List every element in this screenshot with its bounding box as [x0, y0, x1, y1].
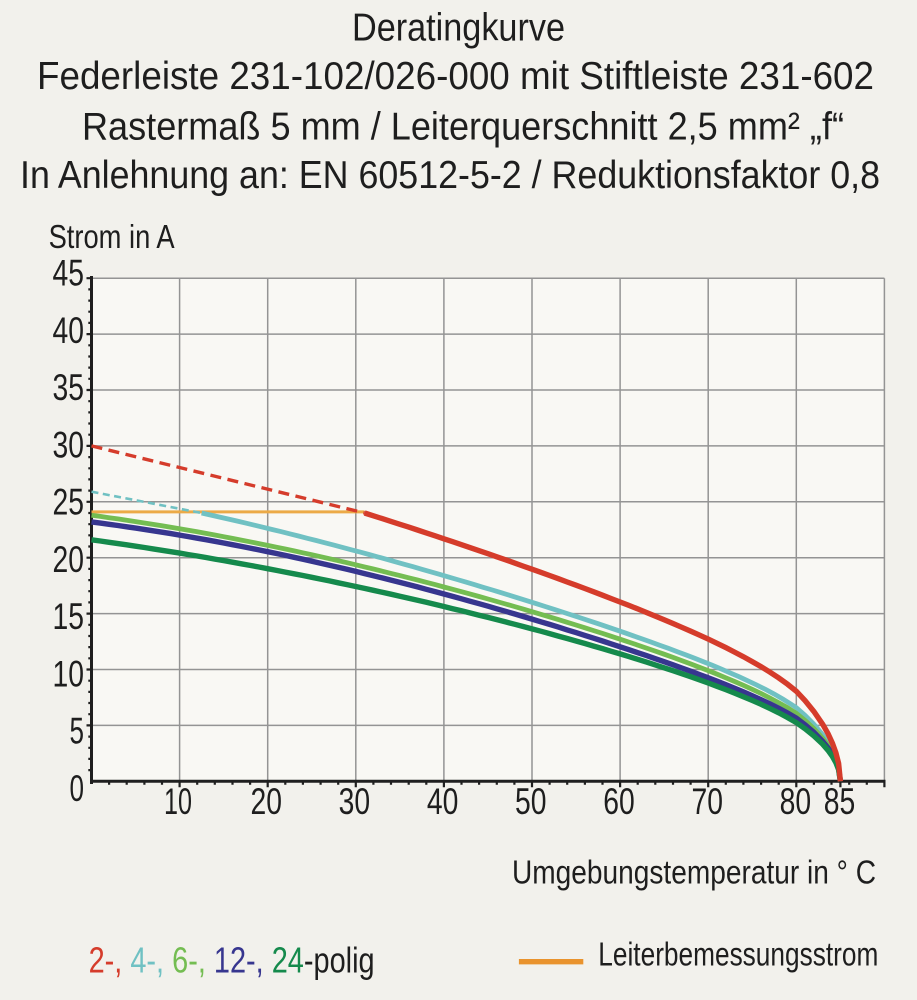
svg-text:30: 30: [53, 424, 85, 465]
svg-text:20: 20: [53, 539, 85, 580]
svg-text:Strom in A: Strom in A: [49, 218, 175, 255]
svg-text:50: 50: [515, 781, 547, 822]
svg-text:85: 85: [824, 781, 856, 822]
svg-text:80: 80: [780, 781, 812, 822]
svg-text:20: 20: [250, 781, 282, 822]
svg-text:Rastermaß 5 mm / Leiterquersch: Rastermaß 5 mm / Leiterquerschnitt 2,5 m…: [82, 106, 844, 149]
svg-text:40: 40: [427, 781, 459, 822]
svg-text:30: 30: [339, 781, 371, 822]
svg-text:35: 35: [53, 367, 85, 408]
svg-text:10: 10: [53, 653, 85, 694]
svg-text:5: 5: [70, 711, 85, 752]
svg-text:Leiterbemessungsstrom: Leiterbemessungsstrom: [598, 936, 878, 973]
svg-text:15: 15: [53, 596, 85, 637]
svg-text:2-, 4-, 6-, 12-, 24-polig: 2-, 4-, 6-, 12-, 24-polig: [89, 939, 375, 980]
svg-text:25: 25: [53, 482, 85, 523]
svg-text:40: 40: [53, 310, 85, 351]
svg-text:In Anlehnung an: EN 60512-5-2: In Anlehnung an: EN 60512-5-2 / Reduktio…: [20, 154, 880, 197]
svg-text:45: 45: [53, 253, 85, 294]
svg-text:Deratingkurve: Deratingkurve: [352, 7, 565, 50]
svg-text:60: 60: [603, 781, 635, 822]
svg-text:70: 70: [691, 781, 723, 822]
svg-text:Umgebungstemperatur in ° C: Umgebungstemperatur in ° C: [512, 854, 876, 891]
svg-text:10: 10: [164, 781, 192, 822]
svg-text:0: 0: [70, 768, 85, 809]
svg-text:Federleiste 231-102/026-000 mi: Federleiste 231-102/026-000 mit Stiftlei…: [37, 55, 874, 98]
